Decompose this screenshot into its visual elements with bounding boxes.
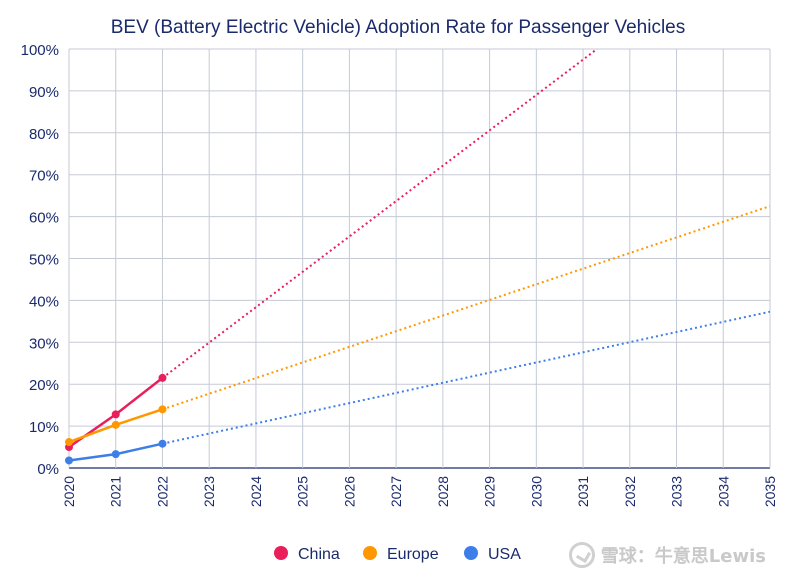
usa-point xyxy=(111,450,120,459)
watermark: 雪球：牛意思Lewis xyxy=(568,542,766,568)
y-tick-label: 30% xyxy=(29,335,59,352)
x-tick-label: 2030 xyxy=(528,476,544,507)
y-tick-label: 20% xyxy=(29,377,59,394)
y-tick-label: 80% xyxy=(29,126,59,143)
usa-legend-label: USA xyxy=(488,546,521,563)
x-tick-label: 2029 xyxy=(482,476,498,507)
china-projection-line xyxy=(161,49,598,379)
europe-legend-marker xyxy=(363,546,377,560)
chart-title: BEV (Battery Electric Vehicle) Adoption … xyxy=(111,17,686,38)
x-tick-label: 2034 xyxy=(715,476,731,507)
europe-projection-line xyxy=(162,205,770,411)
usa-point xyxy=(158,439,167,448)
series-lines xyxy=(65,49,770,465)
x-tick-label: 2021 xyxy=(108,476,124,507)
x-tick-label: 2020 xyxy=(61,476,77,507)
y-tick-label: 0% xyxy=(37,461,59,478)
y-tick-label: 10% xyxy=(29,419,59,436)
europe-point xyxy=(65,438,73,447)
x-tick-label: 2026 xyxy=(341,476,357,507)
y-tick-label: 70% xyxy=(29,168,59,185)
europe-point xyxy=(158,405,167,414)
y-tick-label: 50% xyxy=(29,252,59,269)
x-tick-label: 2027 xyxy=(388,476,404,507)
usa-legend-marker xyxy=(464,546,478,560)
china-legend-marker xyxy=(274,546,288,560)
europe-point xyxy=(111,420,120,429)
x-tick-label: 2025 xyxy=(295,476,311,507)
china-point xyxy=(111,410,120,419)
y-tick-label: 60% xyxy=(29,210,59,227)
gridlines xyxy=(68,48,771,469)
snowball-logo-icon xyxy=(568,542,595,568)
axes: 0% 10% 20% 30% 40% 50% 60% 70% 80% 90% 100% 2020 202… xyxy=(21,42,778,507)
y-tick-label: 40% xyxy=(29,293,59,310)
watermark-text: 雪球：牛意思Lewis xyxy=(600,546,766,567)
x-tick-label: 2024 xyxy=(248,476,264,507)
x-tick-label: 2033 xyxy=(669,476,685,507)
x-tick-label: 2022 xyxy=(154,476,170,507)
x-tick-label: 2028 xyxy=(435,476,451,507)
x-tick-label: 2032 xyxy=(622,476,638,507)
x-tick-label: 2035 xyxy=(762,476,778,507)
usa-projection-line xyxy=(162,310,770,445)
y-tick-label: 90% xyxy=(29,84,59,101)
legend: China Europe USA xyxy=(274,546,521,563)
europe-legend-label: Europe xyxy=(387,546,439,563)
china-point xyxy=(158,373,167,382)
usa-point xyxy=(65,456,73,465)
x-tick-label: 2031 xyxy=(575,476,591,507)
y-tick-label: 100% xyxy=(21,42,59,59)
x-tick-label: 2023 xyxy=(201,476,217,507)
china-legend-label: China xyxy=(298,546,340,563)
